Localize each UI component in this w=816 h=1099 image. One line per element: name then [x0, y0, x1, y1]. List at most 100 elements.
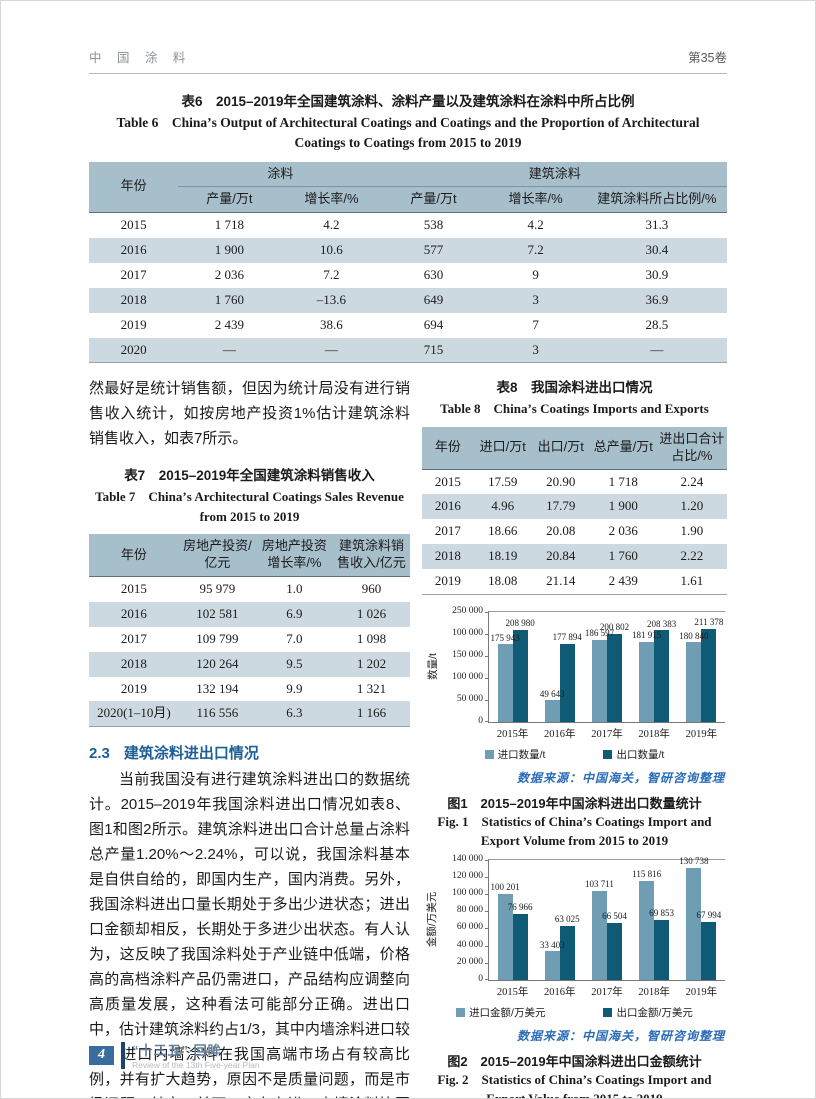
page-number: 4: [89, 1045, 114, 1065]
table-cell: 577: [382, 238, 485, 263]
table-cell: 3: [484, 287, 587, 313]
table-cell: 4.2: [323, 217, 340, 233]
table-cell: 6.3: [255, 701, 333, 727]
table8-header: 年份 进口/万t 出口/万t 总产量/万t 进出口合计占比/%: [421, 426, 727, 470]
table-row: 2019 2 439 38.6 694 7 28.5: [89, 313, 727, 338]
table-cell: 21.14: [546, 573, 576, 588]
y-tick-mark: [484, 677, 489, 679]
table-cell: 102 581: [178, 601, 256, 627]
table-cell: —: [586, 337, 727, 363]
table6-group-architectural: 建筑涂料: [382, 161, 727, 188]
bar-出口数量/t: [559, 643, 575, 722]
table-row: 2020— —715 3—: [89, 337, 727, 363]
table-cell: 9.9: [286, 680, 303, 696]
table6-subcol: 产量/万t: [178, 186, 281, 213]
table-cell: 20.90: [546, 473, 576, 489]
bar-value-label: 186 597: [584, 628, 615, 639]
table-cell: 120 264: [178, 651, 256, 677]
bar-value-label: 208 383: [647, 618, 677, 629]
table8-col: 进口/万t: [473, 426, 532, 470]
table-cell: 2017: [120, 266, 147, 282]
bar-value-label: 67 994: [696, 910, 722, 921]
table-cell: 1 321: [356, 680, 387, 696]
table-row: 2018 1 760 –13.6 649 3 36.9: [89, 287, 727, 313]
table8-col: 总产量/万t: [589, 426, 657, 470]
y-tick-mark: [484, 978, 489, 980]
table7-header: 年份 房地产投资/亿元 房地产投资增长率/% 建筑涂料销售收入/亿元: [89, 534, 410, 577]
bar-出口金额/万美元: [654, 919, 670, 980]
table-cell: 3: [484, 337, 587, 363]
y-tick-label: 150 000: [452, 649, 483, 660]
table-cell: 36.9: [586, 287, 727, 313]
section-2-3-heading: 2.3 建筑涂料进出口情况: [89, 742, 410, 763]
section-title: 建筑涂料进出口情况: [123, 745, 259, 763]
paragraph: 然最好是统计销售额，但因为统计局没有进行销售收入统计，如按房地产投资1%估计建筑…: [89, 380, 410, 448]
table-cell: –13.6: [280, 287, 383, 313]
table-cell: 630: [423, 266, 444, 282]
table-cell: —: [178, 337, 281, 363]
table8-col: 进出口合计占比/%: [656, 426, 727, 470]
bar-出口金额/万美元: [559, 925, 575, 980]
bar-value-label: 103 711: [585, 879, 614, 890]
table-cell: 2018: [421, 544, 474, 569]
bar-进口金额/万美元: [497, 893, 513, 980]
table-cell: 4.2: [527, 217, 544, 233]
y-tick-label: 60 000: [456, 922, 483, 933]
table6-header: 年份 涂料 建筑涂料 产量/万t 增长率/% 产量/万t 增长率/% 建筑涂料所…: [89, 161, 727, 213]
table-cell: 1 900: [589, 494, 657, 520]
y-tick-mark: [484, 876, 489, 878]
bar-value-label: 69 853: [649, 908, 675, 919]
table-cell: 10.6: [280, 238, 383, 263]
table6-title-en: Table 6 Chinaʼs Output of Architectural …: [116, 115, 700, 151]
bar-value-label: 175 943: [490, 632, 520, 643]
fig1-data-source: 数据来源：中国海关，智研咨询整理: [516, 770, 725, 785]
legend-swatch: [456, 1007, 466, 1017]
fig2-data-source: 数据来源：中国海关，智研咨询整理: [516, 1028, 725, 1043]
fig2-y-axis-label: 金额/万美元: [426, 892, 439, 948]
table6-subcol: 产量/万t: [382, 186, 485, 213]
table-row: 2019 18.08 21.14 2 439 1.61: [422, 569, 727, 594]
y-tick-label: 20 000: [456, 956, 483, 967]
table6-subcol: 建筑涂料所占比例/%: [586, 186, 727, 213]
table-cell: —: [280, 337, 383, 363]
bar-出口金额/万美元: [701, 921, 717, 980]
table-cell: 2015: [120, 217, 147, 233]
x-category-label: 2018年: [638, 728, 670, 740]
y-tick-label: 120 000: [452, 870, 483, 881]
table-cell: 6.9: [255, 601, 333, 627]
y-tick-label: 40 000: [456, 939, 483, 950]
bar-value-label: 177 894: [552, 632, 582, 643]
y-tick-label: 100 000: [452, 888, 483, 899]
y-tick-mark: [484, 655, 489, 657]
bar-value-label: 115 816: [632, 869, 662, 880]
table-cell: 2015: [434, 473, 461, 489]
right-column: 表8 我国涂料进出口情况 Table 8 Chinaʼs Coatings Im…: [421, 376, 727, 1098]
table-cell: 20.84: [531, 544, 590, 569]
fig1-caption-zh: 图1 2015–2019年中国涂料进出口数量统计: [447, 795, 702, 811]
table-row: 2015 95 979 1.0 960: [89, 577, 410, 602]
table-cell: 1 760: [178, 287, 281, 313]
table-row: 2016 1 900 10.6 577 7.2 30.4: [89, 238, 727, 263]
table-row: 2020(1–10月) 116 556 6.3 1 166: [89, 701, 410, 727]
y-tick-mark: [484, 945, 489, 947]
legend-item: 进口金额/万美元: [456, 1005, 545, 1020]
table-cell: 538: [423, 217, 444, 233]
table-cell: 1 026: [332, 601, 410, 627]
table-cell: 30.4: [586, 238, 727, 263]
table-cell: 132 194: [196, 680, 239, 696]
table-cell: 2017: [120, 630, 147, 646]
table-cell: 20.08: [546, 523, 576, 539]
table-cell: 2020(1–10月): [89, 701, 179, 727]
table-cell: 17.79: [531, 494, 590, 520]
figure-2: 金额/万美元 0 20 000 40 000 60 000 80 000 100 000 1…: [422, 854, 727, 1098]
table6: 年份 涂料 建筑涂料 产量/万t 增长率/% 产量/万t 增长率/% 建筑涂料所…: [89, 161, 727, 364]
table-cell: 2 439: [214, 316, 244, 332]
table-cell: 95 979: [199, 581, 236, 597]
table7-title-en: Table 7 Chinaʼs Architectural Coatings S…: [95, 489, 404, 524]
footer-text: “十三五” 回眸 Review of the 13th Five-year Pl…: [132, 1040, 260, 1070]
table-cell: 1 166: [332, 701, 410, 727]
bar-value-label: 211 378: [694, 617, 724, 628]
table-cell: 9.5: [255, 651, 333, 677]
footer-divider-bar: [121, 1041, 125, 1069]
x-category-label: 2016年: [544, 986, 576, 998]
